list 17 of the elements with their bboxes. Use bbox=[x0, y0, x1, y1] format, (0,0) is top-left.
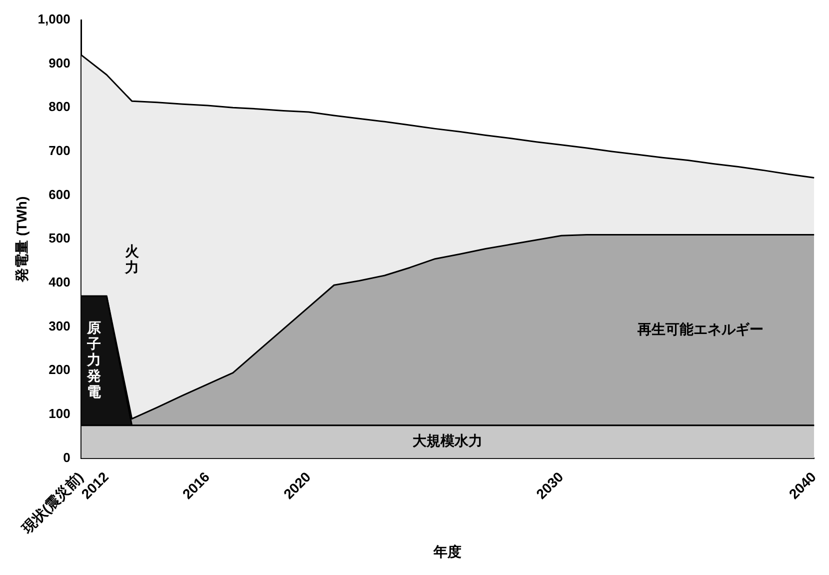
y-tick-label: 0 bbox=[63, 450, 70, 465]
y-tick-label: 400 bbox=[48, 274, 70, 290]
y-tick-label: 200 bbox=[48, 362, 70, 378]
y-tick-label: 800 bbox=[48, 99, 70, 114]
y-tick-label: 500 bbox=[48, 230, 70, 246]
y-tick-label: 100 bbox=[48, 406, 70, 421]
series-label: 大規模水力 bbox=[412, 432, 483, 449]
y-tick-label: 600 bbox=[48, 186, 70, 202]
series-label: 再生可能エネルギー bbox=[636, 320, 764, 337]
y-tick-label: 300 bbox=[48, 318, 70, 334]
x-axis-title: 年度 bbox=[432, 543, 462, 560]
series-label: 原子力発電 bbox=[86, 320, 101, 400]
y-tick-label: 1,000 bbox=[38, 12, 70, 27]
y-tick-label: 700 bbox=[48, 143, 70, 158]
y-axis-title: 発電量 (TWh) bbox=[13, 196, 30, 283]
y-tick-label: 900 bbox=[48, 55, 70, 70]
series-label: 火力 bbox=[124, 242, 140, 275]
